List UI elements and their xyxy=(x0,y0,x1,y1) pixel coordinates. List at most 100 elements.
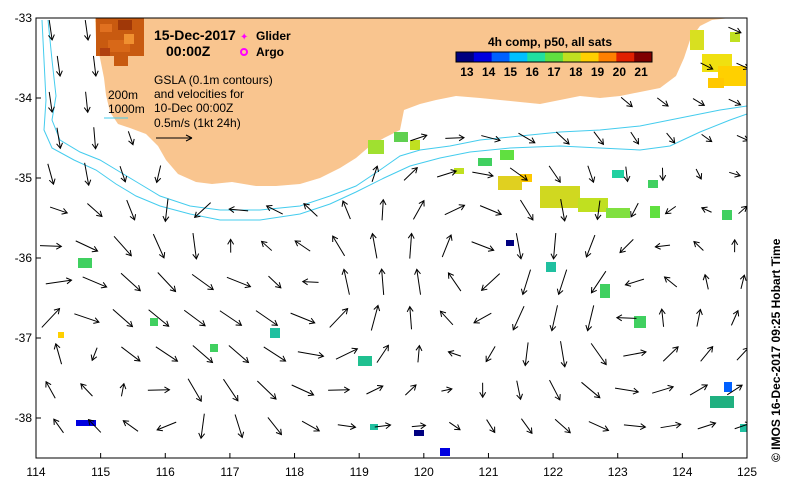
velocity-arrow xyxy=(48,19,53,41)
velocity-arrow-head xyxy=(554,394,561,401)
velocity-arrow-head xyxy=(446,386,453,394)
velocity-arrow xyxy=(520,418,533,434)
velocity-arrow xyxy=(366,385,384,395)
velocity-arrow xyxy=(88,419,102,433)
velocity-arrow xyxy=(417,345,420,363)
velocity-arrow-head xyxy=(602,425,610,432)
x-tick-label: 117 xyxy=(220,465,239,479)
velocity-arrow-head xyxy=(495,209,503,216)
velocity-arrow-head xyxy=(134,284,142,292)
velocity-arrow-head xyxy=(373,304,381,312)
velocity-arrow xyxy=(47,163,54,185)
y-tick-label: -33 xyxy=(15,11,33,25)
velocity-arrow xyxy=(148,309,170,327)
velocity-arrow-head xyxy=(100,282,108,289)
velocity-arrow-head xyxy=(158,252,166,259)
velocity-arrow-head xyxy=(410,384,417,391)
velocity-arrow-head xyxy=(439,310,447,317)
velocity-arrow xyxy=(448,272,462,292)
velocity-arrow xyxy=(701,133,712,143)
velocity-arrow xyxy=(660,423,681,429)
velocity-arrow xyxy=(662,346,679,362)
velocity-arrow xyxy=(371,166,378,182)
velocity-arrow-head xyxy=(418,199,425,207)
velocity-arrow-head xyxy=(83,106,91,114)
velocity-arrow-head xyxy=(512,323,519,331)
velocity-arrow xyxy=(332,235,346,257)
velocity-arrow-head xyxy=(84,34,91,41)
velocity-arrow xyxy=(39,245,62,247)
velocity-arrow xyxy=(549,379,561,401)
contour-200m xyxy=(47,19,747,211)
velocity-arrow xyxy=(121,346,141,362)
velocity-arrow-head xyxy=(564,427,571,434)
velocity-arrow-head xyxy=(93,317,100,324)
velocity-arrow xyxy=(473,312,492,324)
velocity-arrow-head xyxy=(600,358,607,366)
colorbar-segment xyxy=(473,52,493,62)
velocity-arrow xyxy=(553,233,557,259)
velocity-arrow-head xyxy=(313,425,321,432)
velocity-arrow-head xyxy=(458,134,465,142)
velocity-arrow xyxy=(342,200,351,220)
velocity-arrow-head xyxy=(701,384,709,391)
velocity-arrow-head xyxy=(271,319,279,326)
x-tick-label: 124 xyxy=(672,465,692,479)
velocity-arrow-head xyxy=(307,389,315,397)
colorbar-segment xyxy=(491,52,510,62)
velocity-arrow-head xyxy=(48,34,55,41)
velocity-arrow-head xyxy=(554,176,561,183)
velocity-arrow xyxy=(155,346,178,362)
velocity-arrow xyxy=(652,386,674,394)
velocity-arrow-head xyxy=(632,387,640,395)
velocity-arrow xyxy=(596,200,601,220)
velocity-arrow xyxy=(191,273,214,291)
velocity-arrow-head xyxy=(585,324,593,332)
colorbar-segment xyxy=(616,52,635,62)
velocity-arrow-head xyxy=(351,347,359,354)
velocity-arrow-head xyxy=(672,346,679,353)
velocity-arrow-head xyxy=(128,138,135,146)
velocity-arrow-head xyxy=(341,268,349,275)
velocity-arrow-head xyxy=(479,391,487,399)
velocity-arrow-head xyxy=(53,342,61,350)
velocity-arrow xyxy=(558,269,568,295)
velocity-arrow xyxy=(255,310,278,326)
velocity-arrow xyxy=(119,166,126,182)
velocity-arrow xyxy=(194,202,211,218)
velocity-arrow-head xyxy=(420,422,427,430)
velocity-arrow xyxy=(630,202,639,218)
sst-patches-ocean xyxy=(58,132,747,456)
velocity-arrow xyxy=(156,421,177,431)
velocity-arrow xyxy=(411,424,426,428)
velocity-arrow xyxy=(294,240,311,252)
velocity-arrow-head xyxy=(669,137,676,144)
velocity-arrow xyxy=(485,346,496,362)
velocity-arrow xyxy=(87,203,103,217)
velocity-arrow-head xyxy=(171,355,179,362)
velocity-arrow-head xyxy=(80,383,87,390)
colorbar-frame xyxy=(455,51,653,63)
velocity-arrow-head xyxy=(369,232,377,240)
velocity-arrow-head xyxy=(96,210,103,218)
velocity-arrow-head xyxy=(675,421,682,429)
velocity-arrow-head xyxy=(275,428,283,436)
velocity-arrow xyxy=(48,91,53,113)
velocity-arrow xyxy=(620,97,633,107)
velocity-arrow-head xyxy=(615,314,623,322)
velocity-arrow-head xyxy=(385,422,392,430)
velocity-scale-label: 0.5m/s (1kt 24h) xyxy=(154,116,241,130)
velocity-arrow-head xyxy=(227,238,235,245)
velocity-arrow xyxy=(515,233,522,259)
velocity-arrow-head xyxy=(550,253,558,260)
x-tick-label: 118 xyxy=(285,465,304,479)
colorbar-segment xyxy=(562,52,582,62)
colorbar-segment xyxy=(634,52,653,62)
velocity-arrow-head xyxy=(480,284,488,292)
velocity-arrow xyxy=(588,421,609,431)
velocity-arrow xyxy=(45,381,56,399)
velocity-arrow xyxy=(689,384,708,396)
title-time: 00:00Z xyxy=(166,43,211,59)
colorbar-tick-label: 20 xyxy=(613,65,627,79)
